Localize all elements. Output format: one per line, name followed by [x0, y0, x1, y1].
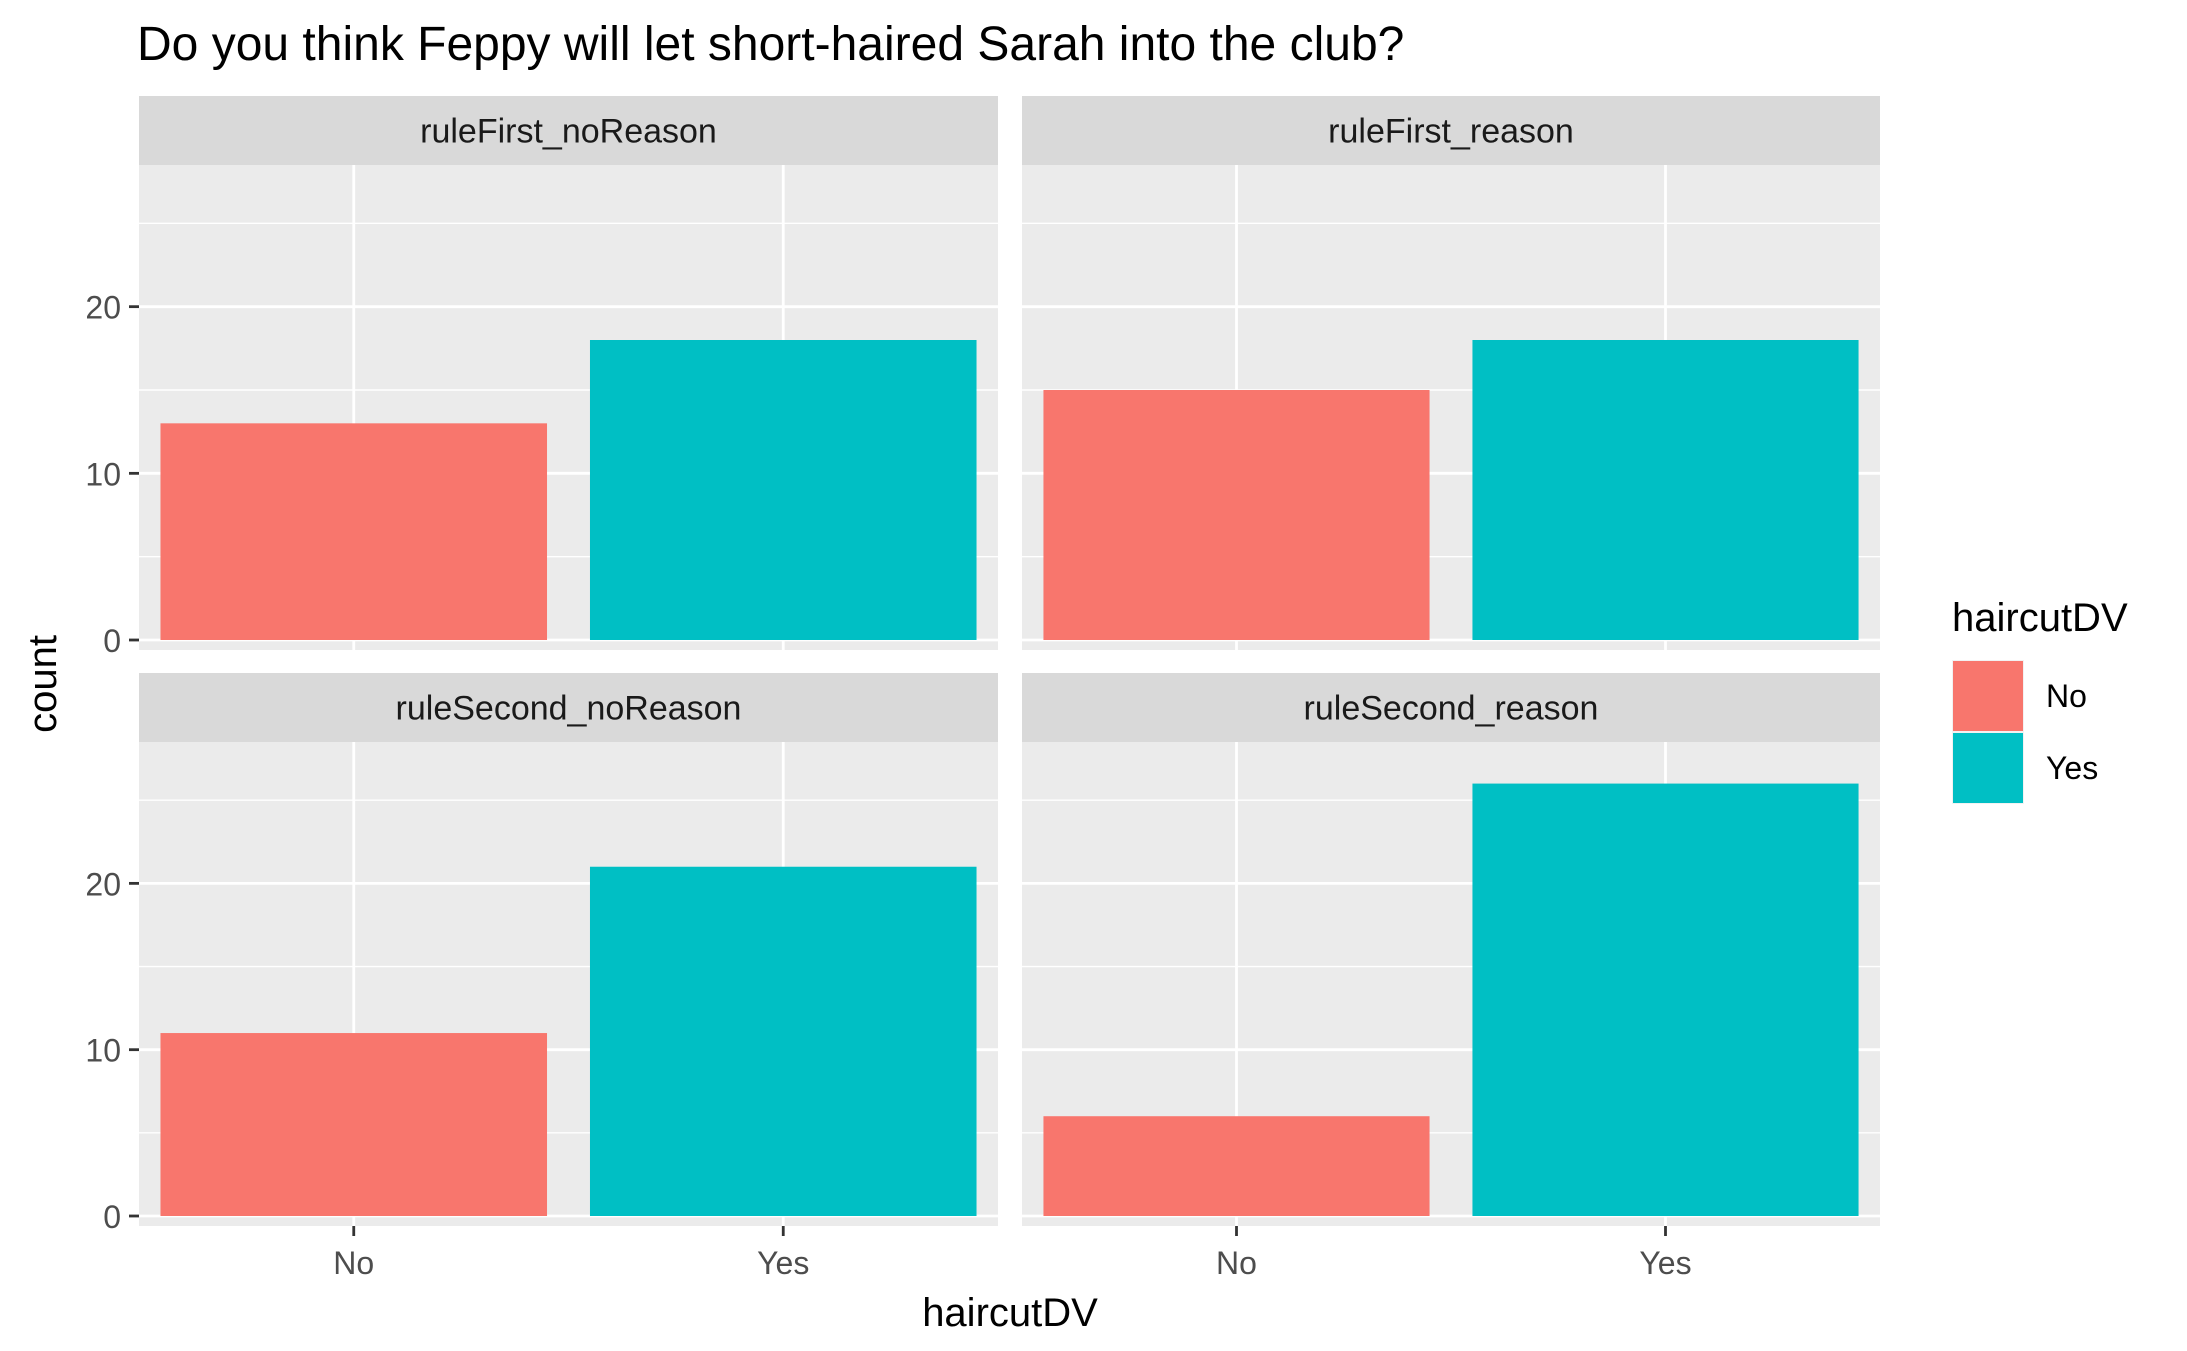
- y-tick-label: 10: [85, 456, 121, 492]
- facet-strip: [139, 673, 998, 742]
- facet-strip-label: ruleSecond_noReason: [396, 690, 742, 728]
- facet-strip-label: ruleFirst_reason: [1328, 113, 1574, 151]
- facet-panels: ruleFirst_noReason01020ruleFirst_reasonr…: [85, 96, 1880, 1281]
- x-tick-label: Yes: [1639, 1245, 1691, 1281]
- facet-strip-label: ruleSecond_reason: [1304, 690, 1599, 728]
- bar-rule-first-no-reason-yes: [589, 340, 977, 640]
- bar-rule-first-no-reason-no: [160, 423, 548, 640]
- y-tick-label: 20: [85, 866, 121, 902]
- facet-panel-rule-first-reason: ruleFirst_reason: [1022, 96, 1880, 650]
- bar-rule-first-reason-no: [1043, 390, 1430, 640]
- x-tick-label: No: [333, 1245, 374, 1281]
- bar-rule-second-no-reason-no: [160, 1033, 548, 1216]
- facet-panel-rule-second-no-reason: ruleSecond_noReason 0 10 20 No Yes: [85, 673, 998, 1281]
- y-axis-label: count: [21, 635, 65, 733]
- y-tick-label: 0: [103, 1199, 121, 1235]
- bar-rule-second-reason-yes: [1472, 783, 1859, 1216]
- legend-title: haircutDV: [1952, 596, 2128, 640]
- y-tick-label: 10: [85, 1033, 121, 1069]
- bar-rule-second-no-reason-yes: [589, 866, 977, 1216]
- bar-rule-second-reason-no: [1043, 1116, 1430, 1216]
- x-tick-label: Yes: [757, 1245, 809, 1281]
- x-tick-label: No: [1216, 1245, 1257, 1281]
- facet-strip: [139, 96, 998, 165]
- y-tick-label: 20: [85, 290, 121, 326]
- facet-panel-rule-first-no-reason: ruleFirst_noReason 0 10 20: [85, 96, 998, 659]
- legend: haircutDV No Yes: [1952, 596, 2128, 804]
- chart-title: Do you think Feppy will let short-haired…: [137, 18, 1404, 71]
- bar-rule-first-reason-yes: [1472, 340, 1859, 640]
- facet-panel-rule-second-reason: ruleSecond_reason No Yes: [1022, 673, 1880, 1281]
- facet-strip-label: ruleFirst_noReason: [420, 113, 717, 151]
- legend-label-no: No: [2046, 678, 2087, 714]
- legend-keys: No Yes: [1952, 660, 2098, 804]
- legend-key-yes: [1953, 733, 2023, 803]
- legend-key-no: [1953, 661, 2023, 731]
- facet-strip: [1022, 673, 1880, 742]
- x-axis-label: haircutDV: [922, 1291, 1098, 1335]
- legend-label-yes: Yes: [2046, 750, 2098, 786]
- facet-strip: [1022, 96, 1880, 165]
- y-tick-label: 0: [103, 623, 121, 659]
